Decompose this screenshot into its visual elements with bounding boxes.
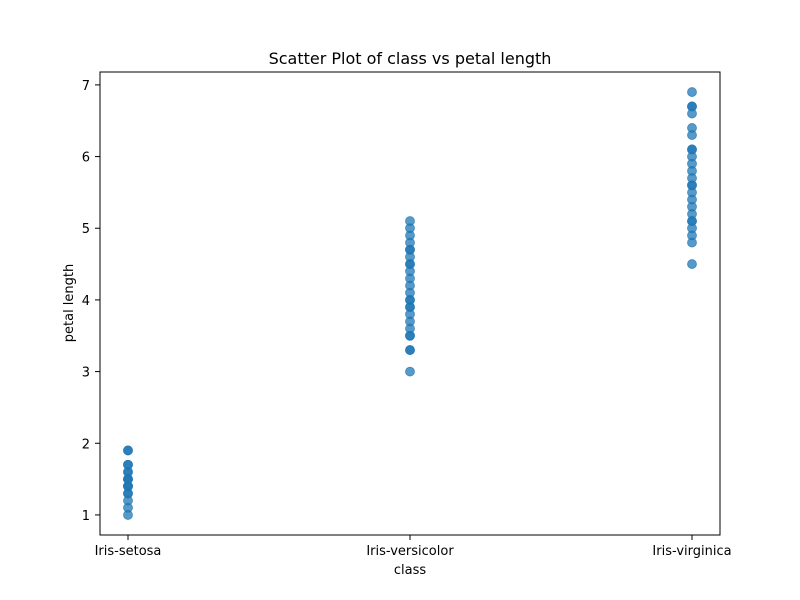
y-tick-label: 2 (82, 437, 90, 452)
x-tick-label: Iris-versicolor (366, 544, 454, 559)
data-point (405, 216, 415, 226)
y-axis: 1 2 3 4 5 6 7 (82, 79, 100, 524)
data-point (687, 87, 697, 97)
data-point (687, 123, 697, 133)
data-point (123, 459, 133, 470)
y-tick-label: 1 (82, 509, 90, 524)
data-point (687, 101, 697, 112)
data-point (687, 144, 697, 155)
chart-title: Scatter Plot of class vs petal length (269, 49, 552, 68)
points-layer (123, 87, 697, 520)
y-tick-label: 3 (82, 366, 90, 381)
x-axis: Iris-setosa Iris-versicolor Iris-virginica (95, 535, 732, 559)
y-tick-label: 7 (82, 79, 90, 94)
data-point (123, 445, 133, 456)
y-axis-label: petal length (62, 264, 77, 343)
x-axis-label: class (394, 563, 426, 578)
y-tick-label: 5 (82, 222, 90, 237)
data-point (405, 366, 415, 377)
data-point (405, 345, 415, 355)
y-tick-label: 4 (82, 294, 90, 309)
x-tick-label: Iris-setosa (95, 544, 162, 559)
x-tick-label: Iris-virginica (652, 544, 731, 559)
data-point (687, 259, 697, 269)
y-tick-label: 6 (82, 151, 90, 166)
